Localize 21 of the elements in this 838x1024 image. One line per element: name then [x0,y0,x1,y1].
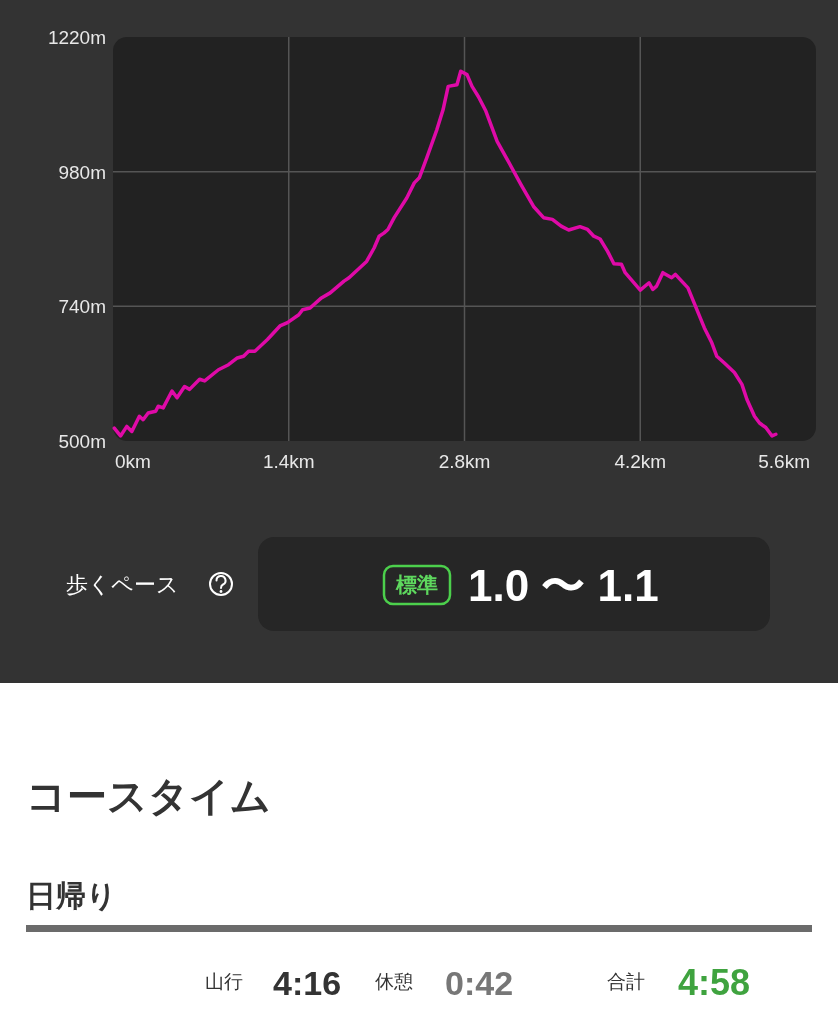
y-tick-label: 500m [58,431,106,452]
y-tick-label: 1220m [47,27,106,48]
line-series [112,69,778,438]
text: 4:16 [273,964,342,1002]
text: 標準 [395,573,438,596]
text: 1.0 〜 1.1 [468,561,659,610]
text: 日帰り [26,879,117,912]
y-tick-label: 980m [58,161,106,183]
text: 0:42 [445,964,514,1002]
text: 山行 [205,971,243,992]
text: 歩くペース [66,572,179,597]
x-tick-label: 2.8km [438,451,491,472]
y-tick-label: 740m [58,296,106,318]
text: 休憩 [375,971,413,992]
x-tick-label: 5.6km [758,451,810,472]
x-tick-label: 4.2km [614,451,667,472]
x-tick-label: 1.4km [262,451,315,472]
x-tick-label: 0km [115,451,151,472]
text: 4:58 [678,962,751,1003]
text: コースタイム [26,774,271,818]
text: 合計 [607,971,645,992]
